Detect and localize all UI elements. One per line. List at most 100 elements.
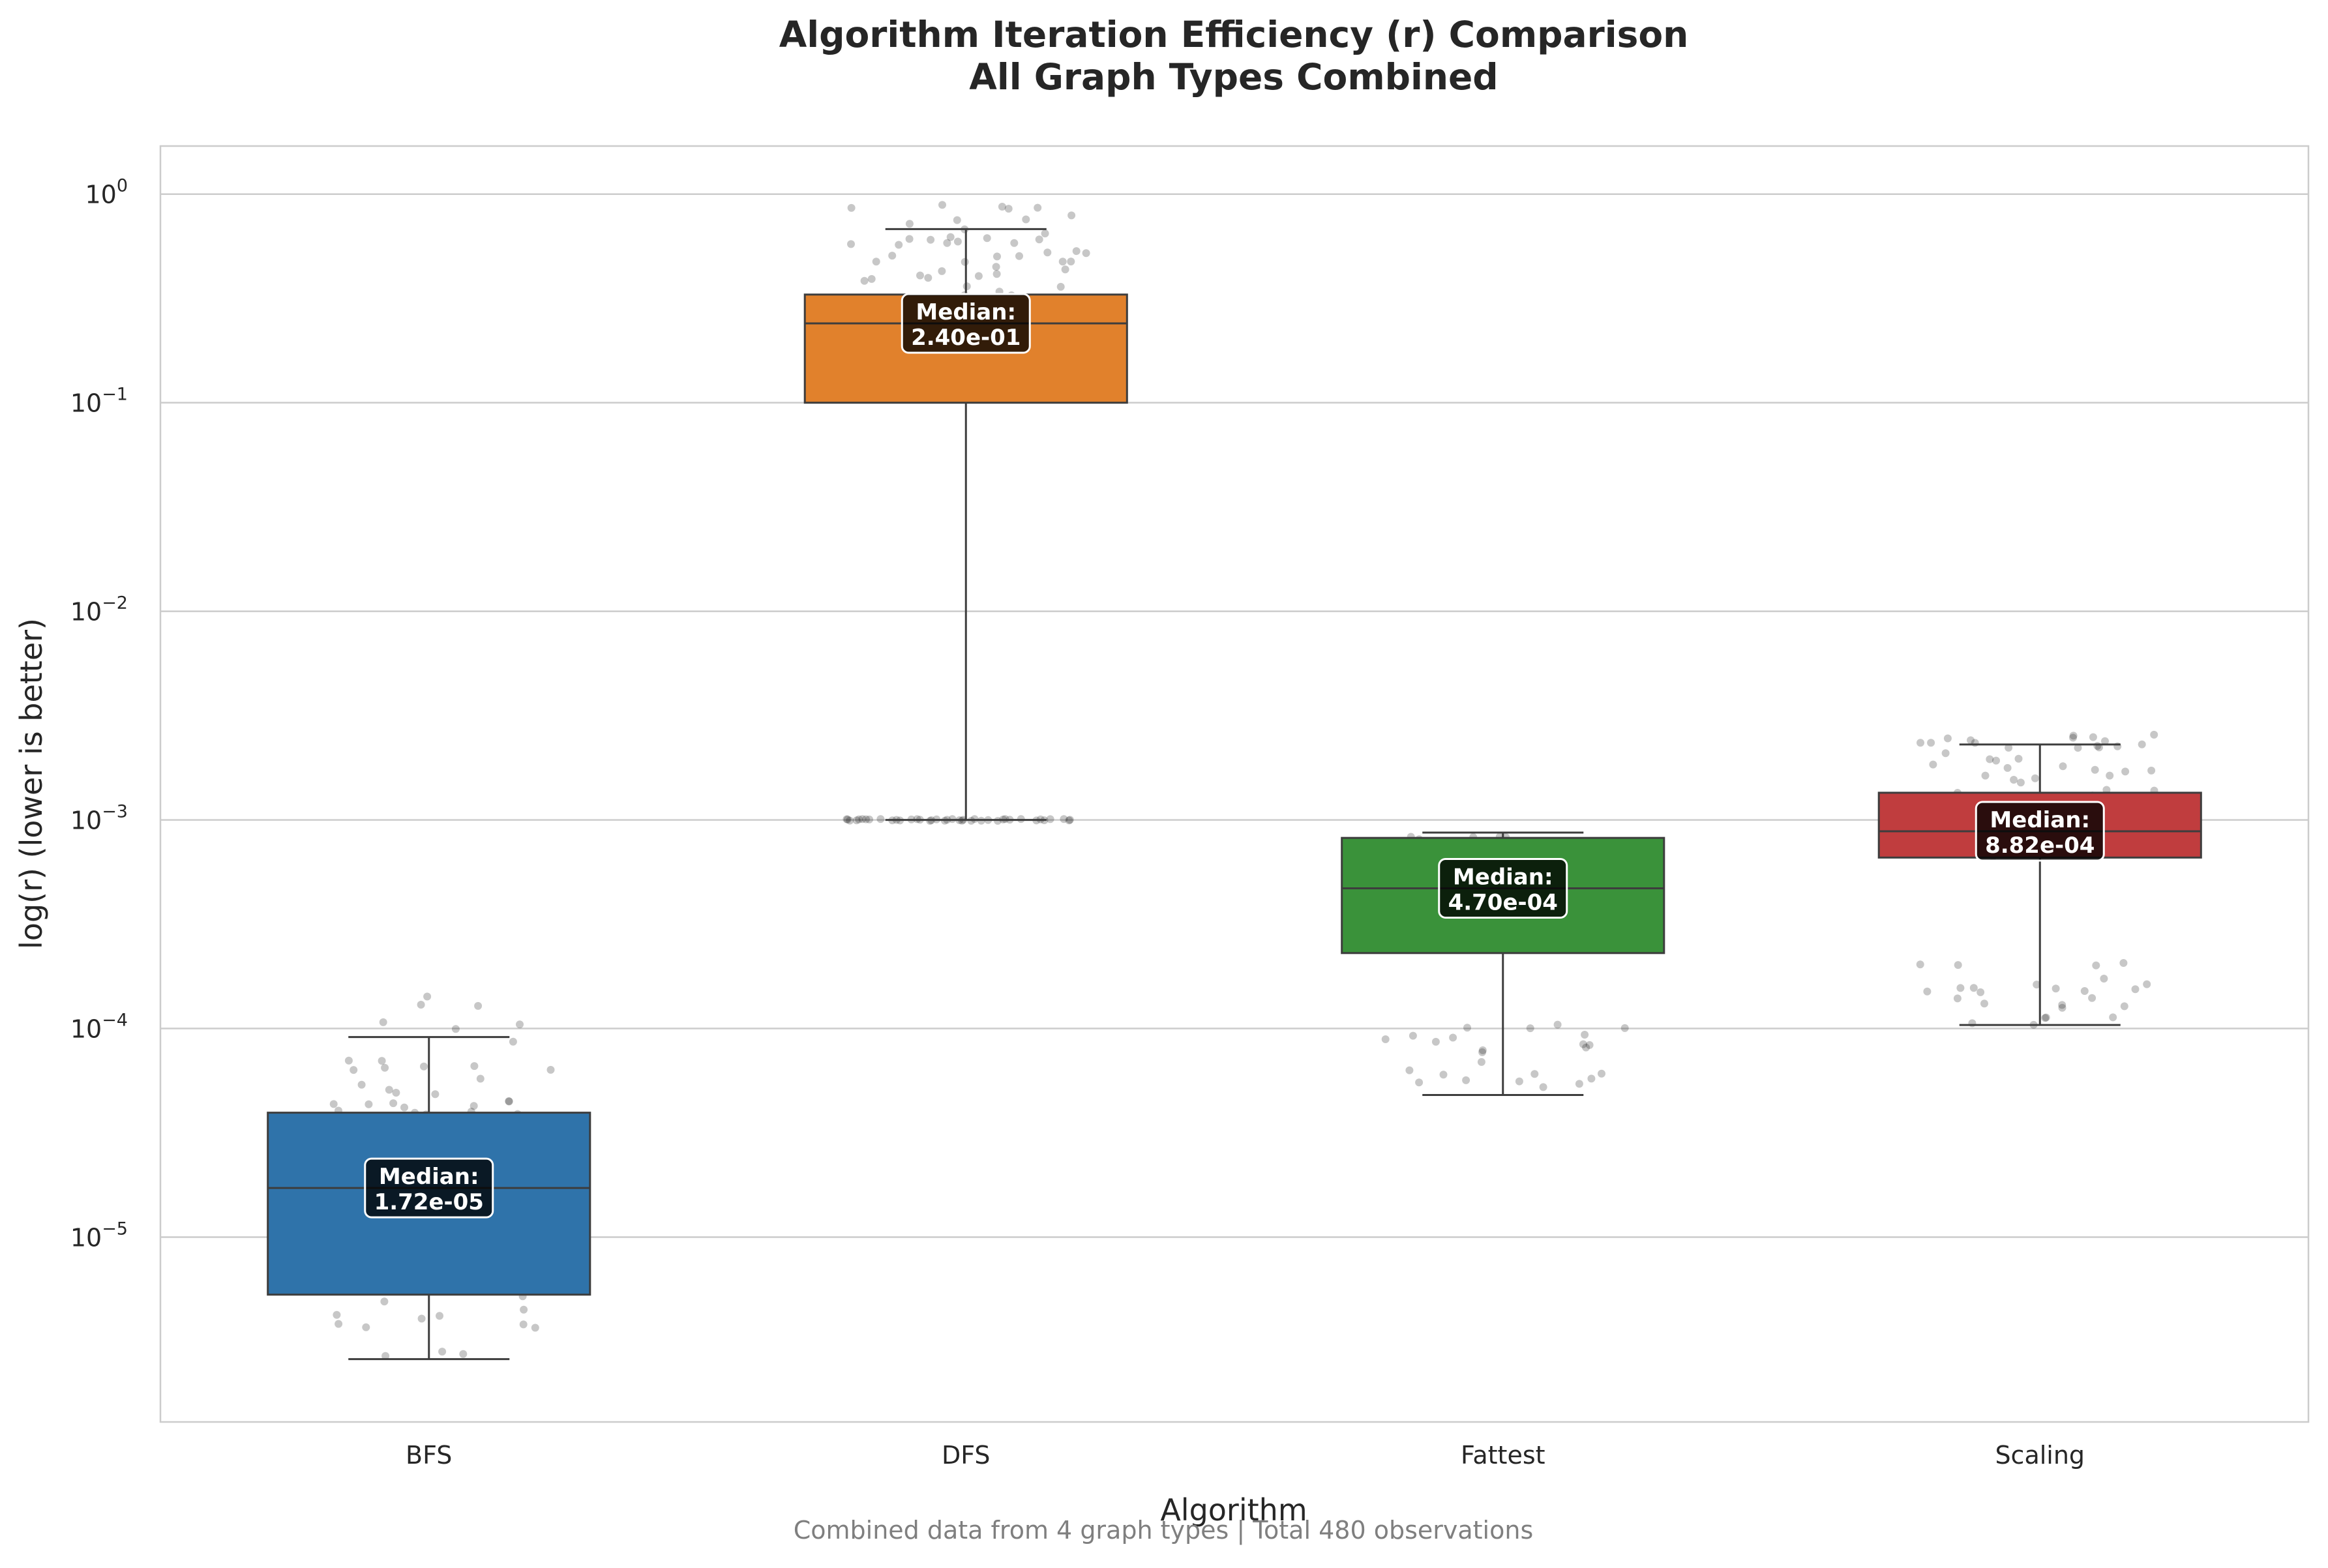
- jitter-point: [888, 252, 897, 260]
- jitter-point: [1043, 248, 1052, 257]
- jitter-point: [847, 203, 856, 212]
- jitter-point: [2033, 981, 2041, 989]
- jitter-point: [365, 1100, 373, 1108]
- jitter-point: [431, 1090, 440, 1099]
- jitter-point: [2106, 771, 2114, 780]
- jitter-point: [350, 1066, 358, 1074]
- jitter-point: [946, 233, 955, 241]
- jitter-point: [1072, 247, 1081, 256]
- jitter-point: [379, 1018, 387, 1026]
- jitter-point: [417, 1001, 425, 1009]
- jitter-point: [335, 1320, 343, 1328]
- jitter-point: [1431, 1037, 1440, 1046]
- jitter-point: [905, 235, 914, 243]
- x-tick-label: Fattest: [1461, 1441, 1545, 1470]
- jitter-point: [1530, 1070, 1539, 1078]
- jitter-point: [1056, 282, 1065, 291]
- jitter-point: [381, 1063, 389, 1072]
- chart-subtitle: All Graph Types Combined: [969, 56, 1498, 98]
- jitter-point: [867, 274, 876, 283]
- jitter-point: [876, 815, 885, 823]
- x-tick-label: DFS: [942, 1441, 991, 1470]
- jitter-point: [1553, 1020, 1562, 1029]
- jitter-point: [1022, 215, 1030, 224]
- jitter-point: [998, 203, 1006, 211]
- x-tick-label: BFS: [406, 1441, 452, 1470]
- jitter-point: [1943, 734, 1952, 743]
- jitter-point: [516, 1020, 524, 1029]
- median-badge: [1438, 858, 1568, 919]
- jitter-point: [2069, 732, 2078, 740]
- jitter-point: [1462, 1076, 1470, 1084]
- jitter-point: [2120, 1002, 2128, 1011]
- median-label-value: 2.40e-01: [911, 325, 1021, 351]
- median-label-title: Median:: [916, 299, 1016, 325]
- median-label-value: 4.70e-04: [1448, 890, 1558, 916]
- jitter-point: [1927, 739, 1935, 747]
- jitter-point: [1058, 258, 1067, 266]
- plot-frame: [159, 145, 2310, 1423]
- jitter-point: [2143, 980, 2151, 988]
- jitter-point: [1980, 999, 1988, 1008]
- jitter-point: [1526, 1024, 1534, 1033]
- jitter-point: [459, 1350, 468, 1358]
- jitter-point: [1010, 239, 1019, 247]
- jitter-point: [1968, 1019, 1977, 1028]
- jitter-point: [381, 1352, 390, 1360]
- jitter-point: [1381, 1035, 1390, 1043]
- median-badge: [364, 1157, 494, 1219]
- jitter-point: [1575, 1080, 1583, 1088]
- jitter-point: [420, 1062, 428, 1071]
- jitter-point: [2147, 766, 2156, 775]
- jitter-point: [1598, 1069, 1605, 1078]
- jitter-point: [993, 252, 1001, 261]
- jitter-point: [2014, 754, 2023, 763]
- jitter-point: [1986, 755, 1994, 763]
- jitter-point: [2003, 763, 2012, 772]
- jitter-point: [1439, 1071, 1448, 1079]
- jitter-point: [2058, 1003, 2067, 1012]
- jitter-point: [1409, 1031, 1417, 1040]
- jitter-point: [938, 267, 946, 275]
- jitter-point: [2058, 1001, 2067, 1009]
- jitter-point: [1041, 229, 1049, 238]
- jitter-point: [938, 201, 946, 209]
- jitter-point: [1954, 961, 1962, 969]
- jitter-point: [2052, 984, 2060, 993]
- jitter-point: [924, 274, 933, 282]
- jitter-point: [1969, 984, 1978, 992]
- jitter-point: [1579, 1040, 1587, 1048]
- jitter-point: [2005, 743, 2013, 752]
- jitter-point: [505, 1097, 513, 1106]
- jitter-point: [2092, 961, 2100, 969]
- jitter-point: [1478, 1048, 1487, 1056]
- jitter-point: [1953, 994, 1962, 1003]
- jitter-point: [846, 816, 854, 825]
- jitter-point: [1539, 1083, 1547, 1091]
- jitter-point: [470, 1062, 479, 1071]
- jitter-point: [2069, 733, 2077, 742]
- jitter-point: [1067, 211, 1076, 220]
- jitter-point: [858, 815, 867, 823]
- footnote: Combined data from 4 graph types | Total…: [794, 1516, 1534, 1545]
- jitter-point: [2089, 733, 2097, 741]
- jitter-point: [2131, 985, 2140, 994]
- jitter-point: [1015, 252, 1023, 260]
- jitter-point: [843, 815, 851, 823]
- jitter-point: [1981, 771, 1990, 780]
- jitter-point: [2010, 776, 2018, 784]
- jitter-point: [436, 1312, 443, 1320]
- x-axis-label: Algorithm: [1160, 1492, 1307, 1528]
- y-axis-label: log(r) (lower is better): [14, 618, 49, 949]
- jitter-point: [855, 815, 863, 823]
- jitter-point: [470, 1102, 478, 1110]
- jitter-point: [546, 1065, 555, 1074]
- jitter-point: [865, 815, 874, 823]
- jitter-point: [357, 1080, 366, 1089]
- jitter-point: [1992, 756, 2000, 765]
- jitter-point: [862, 815, 870, 823]
- x-tick-label: Scaling: [1995, 1441, 2085, 1470]
- jitter-point: [423, 992, 432, 1001]
- jitter-point: [1587, 1074, 1596, 1083]
